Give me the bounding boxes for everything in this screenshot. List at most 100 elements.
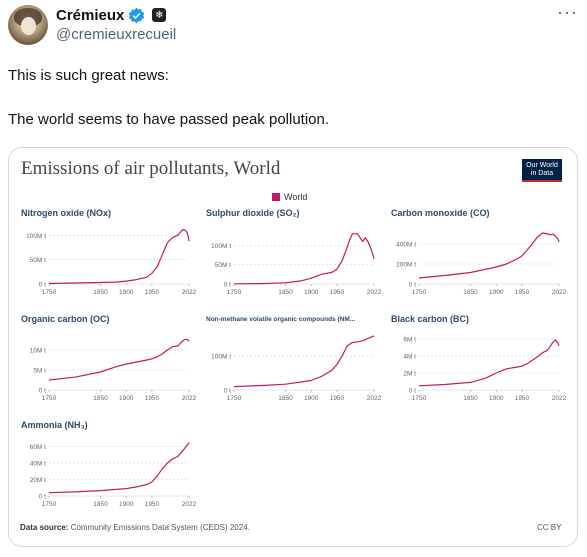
y-tick-label: 2M t [403,371,416,378]
tweet-text: This is such great news: The world seems… [8,65,329,131]
x-tick-label: 1850 [463,289,478,296]
source-label: Data source: [20,523,69,532]
x-tick-label: 2022 [182,501,197,508]
x-tick-label: 1750 [412,289,427,296]
figure-title: Emissions of air pollutants, World [21,158,281,179]
media-card[interactable]: Emissions of air pollutants, World Our W… [8,147,578,547]
y-tick-label: 0 t [39,282,46,289]
y-tick-label: 4M t [403,354,416,361]
y-tick-label: 6M t [403,337,416,344]
x-tick-label: 1950 [330,289,345,296]
y-tick-label: 0 t [224,388,231,395]
x-tick-label: 1950 [145,395,160,402]
x-tick-label: 1850 [93,395,108,402]
more-options-icon[interactable]: ··· [557,2,578,22]
x-tick-label: 1850 [93,501,108,508]
chart-panel: Carbon monoxide (CO) 0 t 200M t 400M t 1750 1… [391,208,567,300]
x-tick-label: 1850 [278,289,293,296]
x-tick-label: 1750 [227,289,242,296]
x-tick-label: 1750 [227,395,242,402]
series-line [48,228,190,285]
tweet-line: The world seems to have passed peak poll… [8,111,330,128]
x-tick-label: 2022 [367,395,382,402]
y-tick-label: 50M t [215,262,231,269]
y-tick-label: 0 t [409,282,416,289]
chart-svg: 0 t 2M t 4M t 6M t 1750 1850 1900 1950 2022 [403,337,567,402]
x-tick-label: 1850 [463,395,478,402]
user-handle[interactable]: @cremieuxrecueil [56,26,177,43]
y-tick-label: 100M t [211,354,231,361]
x-tick-label: 2022 [552,289,567,296]
chart-title: Nitrogen oxide (NOx) [21,208,112,218]
chart-title: Black carbon (BC) [391,314,470,324]
chart-panel: Organic carbon (OC) 0 t 5M t 10M t 1750 1850 1… [21,314,197,406]
chart-title: Sulphur dioxide (SO₂) [206,208,300,218]
y-tick-label: 5M t [33,368,46,375]
y-tick-label: 0 t [409,388,416,395]
y-tick-label: 60M t [30,444,46,451]
x-tick-label: 1900 [119,289,134,296]
chart-svg: 0 t 50M t 100M t 1750 1850 1900 1950 2022 [211,233,382,296]
chart-panel: Black carbon (BC) 0 t 2M t 4M t 6M t 1750 1850… [391,314,567,406]
y-tick-label: 20M t [30,477,46,484]
series-line [48,442,190,494]
legend-swatch [272,193,280,201]
series-line [418,339,560,387]
owid-logo: Our World in Data [522,159,562,182]
x-tick-label: 1950 [145,501,160,508]
avatar-face [21,17,36,35]
x-tick-label: 1750 [42,501,57,508]
y-tick-label: 40M t [30,461,46,468]
chart-svg: 0 t 100M t 1750 1850 1900 1950 2022 [211,335,382,402]
chart-panel: Non-methane volatile organic compounds (… [206,314,382,406]
x-tick-label: 1900 [119,501,134,508]
y-tick-label: 10M t [30,348,46,355]
x-tick-label: 1750 [412,395,427,402]
x-tick-label: 1850 [93,289,108,296]
y-tick-label: 0 t [39,388,46,395]
chart-panel: Nitrogen oxide (NOx) 0 t 50M t 100M t 1750 18… [21,208,197,300]
x-tick-label: 1900 [489,395,504,402]
license: CC BY [537,523,562,532]
x-tick-label: 1900 [304,289,319,296]
x-tick-label: 2022 [367,289,382,296]
avatar[interactable] [8,5,48,45]
chart-svg: 0 t 20M t 40M t 60M t 1750 1850 1900 1950 2022 [30,442,197,508]
x-tick-label: 1850 [278,395,293,402]
x-tick-label: 1750 [42,395,57,402]
x-tick-label: 1900 [489,289,504,296]
legend: World [272,192,307,202]
series-line [233,233,375,285]
chart-svg: 0 t 5M t 10M t 1750 1850 1900 1950 2022 [30,338,197,402]
legend-label: World [284,192,308,202]
y-tick-label: 400M t [396,242,416,249]
y-tick-label: 100M t [26,233,46,240]
affiliate-badge-icon: ❄ [152,8,167,22]
x-tick-label: 1900 [119,395,134,402]
chart-title: Carbon monoxide (CO) [391,208,490,218]
series-line [233,335,375,388]
tweet-line: This is such great news: [8,67,169,84]
chart-title: Organic carbon (OC) [21,314,110,324]
x-tick-label: 2022 [182,395,197,402]
chart-title: Non-methane volatile organic compounds (… [206,316,356,323]
author-row: Crémieux ❄ [56,5,167,25]
x-tick-label: 1950 [330,395,345,402]
y-tick-label: 50M t [30,257,46,264]
chart-panel: Sulphur dioxide (SO₂) 0 t 50M t 100M t 1750 1… [206,208,382,300]
logo-text: in Data [530,170,554,177]
x-tick-label: 1950 [515,289,530,296]
x-tick-label: 2022 [552,395,567,402]
x-tick-label: 1750 [42,289,57,296]
data-source: Data source: Community Emissions Data Sy… [20,523,250,532]
display-name[interactable]: Crémieux [56,6,125,24]
chart-title: Ammonia (NH₃) [21,420,88,430]
logo-text: Our World [526,162,558,169]
y-tick-label: 0 t [39,494,46,501]
y-tick-label: 100M t [211,243,231,250]
x-tick-label: 1900 [304,395,319,402]
chart-svg: 0 t 50M t 100M t 1750 1850 1900 1950 2022 [26,228,197,296]
source-text: Community Emissions Data System (CEDS) 2… [70,523,250,532]
series-line [418,232,560,279]
chart-panel: Ammonia (NH₃) 0 t 20M t 40M t 60M t 1750 1850 1… [21,420,197,512]
